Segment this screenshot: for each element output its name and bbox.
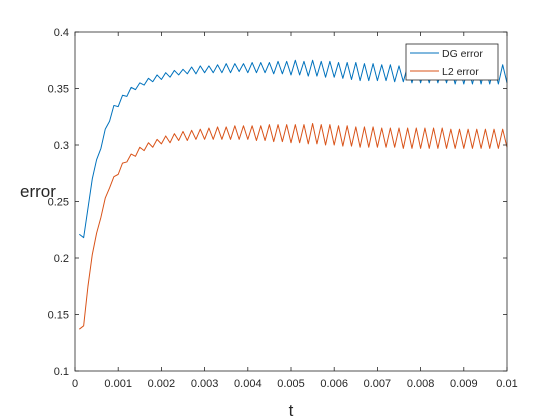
y-tick-label: 0.4: [54, 27, 69, 39]
y-tick-label: 0.3: [54, 140, 69, 152]
legend-box: [405, 43, 499, 81]
x-tick-label: 0.007: [364, 378, 392, 390]
x-axis-label: t: [289, 401, 294, 420]
x-tick-label: 0.005: [277, 378, 305, 390]
y-tick-label: 0.1: [54, 366, 69, 378]
legend: DG error L2 error: [405, 43, 499, 81]
x-tick-label: 0.003: [191, 378, 219, 390]
y-axis-label: error: [20, 182, 56, 201]
y-tick-label: 0.15: [48, 310, 69, 322]
y-tick-label: 0.2: [54, 253, 69, 265]
y-tick-label: 0.35: [48, 84, 69, 96]
series-line-l2-error: [79, 123, 508, 330]
plot-area: [75, 32, 507, 371]
x-tick-label: 0.006: [320, 378, 348, 390]
x-tick-label: 0.008: [407, 378, 435, 390]
x-tick-label: 0.002: [148, 378, 176, 390]
ticks-layer: 0 0.001 0.002 0.003 0.004 0.005 0.006 0.007 0.00…: [48, 27, 518, 390]
legend-label-dg-error: DG error: [442, 48, 483, 60]
x-tick-label: 0.001: [104, 378, 132, 390]
x-tick-label: 0.004: [234, 378, 262, 390]
x-tick-label: 0.01: [496, 378, 517, 390]
legend-label-l2-error: L2 error: [442, 66, 479, 78]
x-tick-label: 0.009: [450, 378, 478, 390]
x-tick-label: 0: [72, 378, 78, 390]
y-tick-label: 0.25: [48, 197, 69, 209]
